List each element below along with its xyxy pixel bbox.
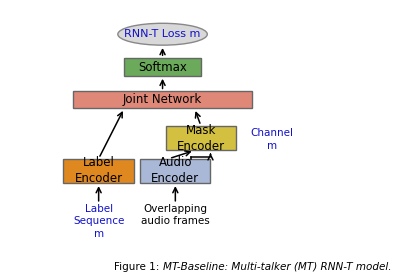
Text: RNN-T Loss m: RNN-T Loss m xyxy=(124,29,201,39)
FancyBboxPatch shape xyxy=(63,159,134,183)
Text: Figure 1:: Figure 1: xyxy=(114,262,162,272)
Text: Softmax: Softmax xyxy=(138,61,187,74)
Text: MT-Baseline: Multi-talker (MT) RNN-T model.: MT-Baseline: Multi-talker (MT) RNN-T mod… xyxy=(162,262,391,272)
FancyBboxPatch shape xyxy=(73,92,252,108)
Text: Label
Encoder: Label Encoder xyxy=(75,157,123,186)
Text: Overlapping
audio frames: Overlapping audio frames xyxy=(141,204,210,226)
Text: Audio
Encoder: Audio Encoder xyxy=(151,157,200,186)
Text: Channel
m: Channel m xyxy=(251,128,293,151)
FancyBboxPatch shape xyxy=(140,159,211,183)
FancyBboxPatch shape xyxy=(166,126,236,150)
Text: Joint Network: Joint Network xyxy=(123,93,202,106)
Ellipse shape xyxy=(118,23,207,45)
FancyBboxPatch shape xyxy=(124,58,201,76)
Text: Label
Sequence
m: Label Sequence m xyxy=(73,204,124,239)
Text: Mask
Encoder: Mask Encoder xyxy=(177,124,225,153)
